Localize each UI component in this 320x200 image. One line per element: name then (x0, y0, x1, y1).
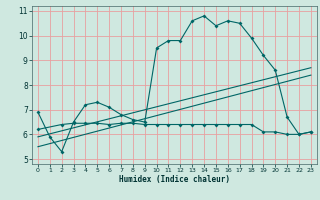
X-axis label: Humidex (Indice chaleur): Humidex (Indice chaleur) (119, 175, 230, 184)
